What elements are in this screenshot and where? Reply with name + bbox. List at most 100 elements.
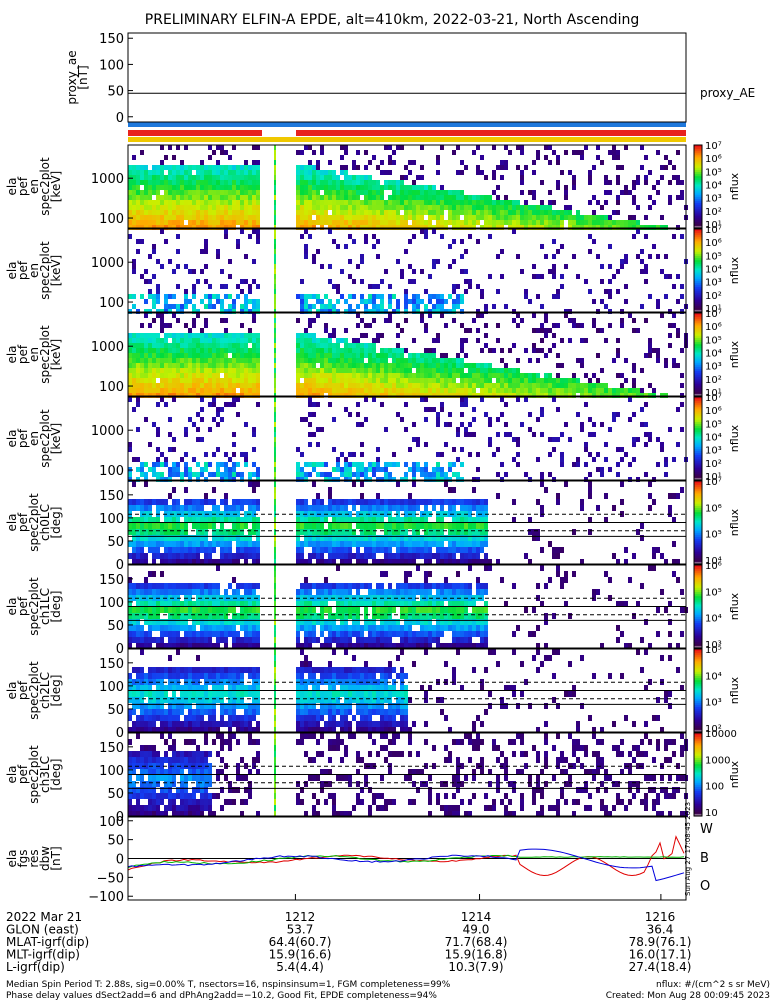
heatmap-cell: [176, 631, 180, 637]
heatmap-cell: [372, 472, 376, 477]
heatmap-cell: [460, 190, 464, 195]
heatmap-cell: [440, 523, 444, 529]
heatmap-cell: [452, 499, 456, 505]
heatmap-cell: [348, 383, 352, 388]
heatmap-cell: [304, 363, 308, 368]
heatmap-cell: [248, 210, 252, 215]
heatmap-cell: [432, 467, 436, 472]
heatmap-cell: [328, 348, 332, 353]
heatmap-cell: [468, 195, 472, 200]
colorbar-segment: [694, 385, 702, 389]
heatmap-cell: [180, 535, 184, 541]
heatmap-cell: [404, 294, 408, 299]
heatmap-cell: [216, 511, 220, 517]
heatmap-cell: [274, 383, 276, 388]
heatmap-cell: [332, 517, 336, 523]
heatmap-cell: [296, 499, 300, 505]
heatmap-cell: [132, 195, 136, 200]
heatmap-cell: [140, 210, 144, 215]
heatmap-cell: [388, 284, 392, 289]
heatmap-cell: [564, 388, 568, 393]
heatmap-cell: [172, 373, 176, 378]
heatmap-cell: [588, 452, 592, 457]
heatmap-cell: [216, 412, 220, 417]
heatmap-cell: [232, 517, 236, 523]
heatmap-cell: [464, 397, 468, 402]
heatmap-cell: [556, 437, 560, 442]
heatmap-cell: [324, 190, 328, 195]
heatmap-cell: [528, 299, 532, 304]
heatmap-cell: [376, 195, 380, 200]
heatmap-cell: [380, 353, 384, 358]
heatmap-cell: [348, 363, 352, 368]
colorbar-segment: [694, 169, 702, 173]
heatmap-cell: [296, 529, 300, 535]
colorbar-segment: [694, 360, 702, 364]
heatmap-cell: [356, 402, 360, 407]
heatmap-cell: [464, 553, 468, 559]
heatmap-cell: [184, 289, 188, 294]
heatmap-cell: [196, 185, 200, 190]
heatmap-cell: [388, 559, 392, 565]
heatmap-cell: [440, 145, 444, 150]
heatmap-cell: [176, 373, 180, 378]
heatmap-cell: [240, 279, 244, 284]
heatmap-cell: [468, 529, 472, 535]
heatmap-cell: [180, 613, 184, 619]
heatmap-cell: [274, 274, 276, 279]
heatmap-cell: [200, 467, 204, 472]
heatmap-cell: [504, 378, 508, 383]
heatmap-cell: [500, 205, 504, 210]
heatmap-cell: [240, 338, 244, 343]
heatmap-cell: [404, 195, 408, 200]
heatmap-cell: [424, 472, 428, 477]
heatmap-cell: [228, 378, 232, 383]
heatmap-cell: [360, 363, 364, 368]
heatmap-cell: [496, 383, 500, 388]
heatmap-cell: [132, 205, 136, 210]
heatmap-cell: [136, 249, 140, 254]
heatmap-cell: [384, 373, 388, 378]
heatmap-cell: [212, 541, 216, 547]
heatmap-cell: [476, 535, 480, 541]
heatmap-cell: [148, 205, 152, 210]
heatmap-cell: [424, 229, 428, 234]
heatmap-cell: [312, 529, 316, 535]
heatmap-cell: [448, 422, 452, 427]
heatmap-cell: [228, 215, 232, 220]
heatmap-cell: [164, 553, 168, 559]
heatmap-cell: [176, 541, 180, 547]
heatmap-cell: [360, 472, 364, 477]
heatmap-cell: [668, 323, 672, 328]
heatmap-cell: [192, 517, 196, 523]
heatmap-cell: [396, 373, 400, 378]
heatmap-cell: [300, 373, 304, 378]
heatmap-cell: [304, 353, 308, 358]
heatmap-cell: [192, 318, 196, 323]
heatmap-cell: [184, 472, 188, 477]
heatmap-cell: [192, 343, 196, 348]
heatmap-cell: [308, 383, 312, 388]
heatmap-cell: [616, 472, 620, 477]
heatmap-cell: [484, 333, 488, 338]
heatmap-cell: [360, 499, 364, 505]
heatmap-cell: [332, 220, 336, 225]
heatmap-cell: [392, 452, 396, 457]
heatmap-cell: [128, 601, 132, 607]
heatmap-cell: [176, 529, 180, 535]
heatmap-cell: [500, 373, 504, 378]
heatmap-cell: [188, 210, 192, 215]
heatmap-cell: [204, 244, 208, 249]
heatmap-cell: [184, 170, 188, 175]
heatmap-cell: [204, 378, 208, 383]
heatmap-cell: [364, 205, 368, 210]
heatmap-cell: [380, 294, 384, 299]
heatmap-cell: [160, 397, 164, 402]
heatmap-cell: [460, 294, 464, 299]
heatmap-cell: [274, 457, 276, 462]
y-tick-label: 1000: [91, 172, 124, 187]
heatmap-cell: [428, 299, 432, 304]
heatmap-cell: [232, 145, 236, 150]
heatmap-cell: [388, 304, 392, 309]
